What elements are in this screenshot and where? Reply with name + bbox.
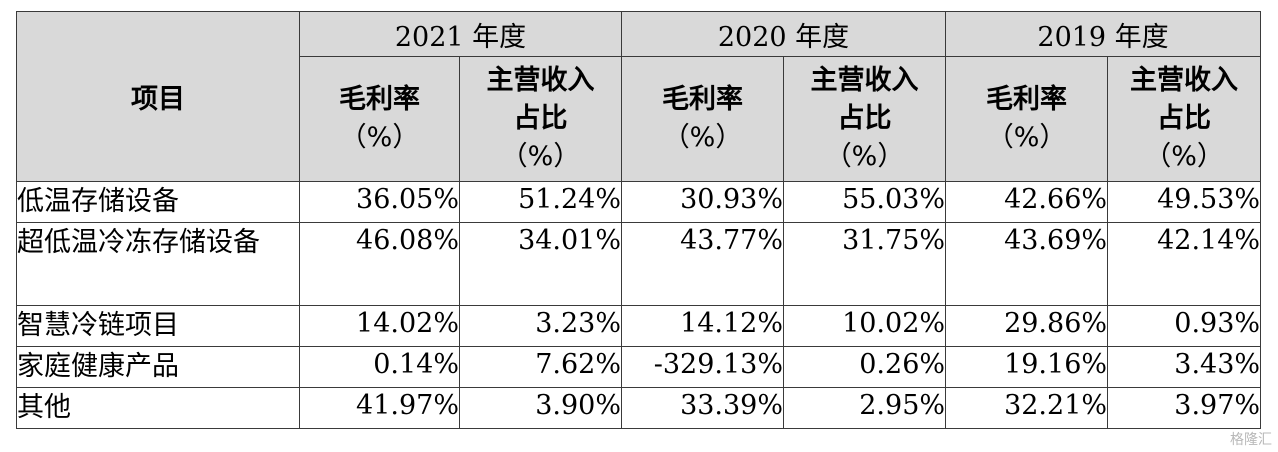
cell-value: 42.14%: [1107, 222, 1262, 306]
gross-margin-table: 项目 2021 年度 2020 年度 2019 年度 毛利率 （%） 主营收入 …: [16, 11, 1262, 429]
cell-value: 32.21%: [945, 387, 1109, 429]
row-label: 智慧冷链项目: [16, 305, 300, 347]
row-label: 家庭健康产品: [16, 346, 300, 388]
cell-value: 14.02%: [299, 305, 460, 347]
cell-value: 3.23%: [458, 305, 623, 347]
cell-value: 3.43%: [1107, 346, 1262, 388]
cell-value: 36.05%: [299, 181, 460, 223]
cell-value: 0.14%: [299, 346, 460, 388]
cell-value: 14.12%: [621, 305, 785, 347]
header-item: 项目: [16, 11, 300, 182]
table-row: 超低温冷冻存储设备 46.08% 34.01% 43.77% 31.75% 43…: [16, 222, 1262, 306]
table-row: 家庭健康产品 0.14% 7.62% -329.13% 0.26% 19.16%…: [16, 346, 1262, 388]
header-year-2020: 2020 年度: [621, 11, 947, 57]
cell-value: 51.24%: [458, 181, 623, 223]
table-row: 智慧冷链项目 14.02% 3.23% 14.12% 10.02% 29.86%…: [16, 305, 1262, 347]
cell-value: 29.86%: [945, 305, 1109, 347]
header-revenue-share-2020: 主营收入 占比 （%）: [783, 56, 947, 182]
cell-value: 43.77%: [621, 222, 785, 306]
header-row-years: 项目 2021 年度 2020 年度 2019 年度: [16, 11, 1262, 182]
cell-value: 49.53%: [1107, 181, 1262, 223]
table-row: 低温存储设备 36.05% 51.24% 30.93% 55.03% 42.66…: [16, 181, 1262, 223]
cell-value: 7.62%: [458, 346, 623, 388]
row-label: 其他: [16, 387, 300, 429]
cell-value: 55.03%: [783, 181, 947, 223]
cell-value: 41.97%: [299, 387, 460, 429]
cell-value: 2.95%: [783, 387, 947, 429]
table-container: 项目 2021 年度 2020 年度 2019 年度 毛利率 （%） 主营收入 …: [16, 11, 1262, 429]
row-label: 超低温冷冻存储设备: [16, 222, 300, 306]
header-revenue-share-2019: 主营收入 占比 （%）: [1107, 56, 1262, 182]
cell-value: 31.75%: [783, 222, 947, 306]
cell-value: 30.93%: [621, 181, 785, 223]
cell-value: 34.01%: [458, 222, 623, 306]
header-gross-margin-2019: 毛利率 （%）: [945, 56, 1109, 182]
cell-value: 0.93%: [1107, 305, 1262, 347]
cell-value: 3.90%: [458, 387, 623, 429]
cell-value: 3.97%: [1107, 387, 1262, 429]
cell-value: -329.13%: [621, 346, 785, 388]
cell-value: 33.39%: [621, 387, 785, 429]
header-year-2021: 2021 年度: [298, 11, 623, 57]
header-gross-margin-2020: 毛利率 （%）: [621, 56, 785, 182]
header-year-2019: 2019 年度: [945, 11, 1262, 57]
table-row: 其他 41.97% 3.90% 33.39% 2.95% 32.21% 3.97…: [16, 387, 1262, 429]
cell-value: 42.66%: [945, 181, 1109, 223]
header-row-metrics: 毛利率 （%） 主营收入 占比 （%） 毛利率 （%） 主营收入 占比 （%）: [17, 56, 1262, 182]
header-gross-margin-2021: 毛利率 （%）: [299, 56, 460, 182]
header-revenue-share-2021: 主营收入 占比 （%）: [458, 56, 623, 182]
watermark-logo: 格隆汇: [1230, 432, 1272, 448]
cell-value: 10.02%: [783, 305, 947, 347]
row-label: 低温存储设备: [16, 181, 300, 223]
cell-value: 19.16%: [945, 346, 1109, 388]
cell-value: 43.69%: [945, 222, 1109, 306]
cell-value: 46.08%: [299, 222, 460, 306]
cell-value: 0.26%: [783, 346, 947, 388]
